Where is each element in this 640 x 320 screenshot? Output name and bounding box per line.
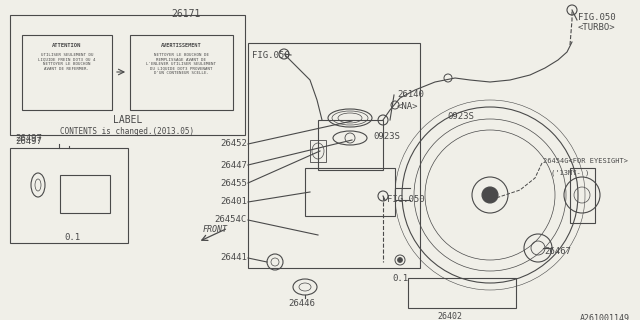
Text: 26452: 26452 — [220, 140, 247, 148]
Bar — [570, 168, 595, 223]
Text: UTILISER SEULEMENT DU
LIQUIDE FREIN DOT3 OU 4
NETTOYER LE BOUCHON
AVANT DE REFER: UTILISER SEULEMENT DU LIQUIDE FREIN DOT3… — [38, 53, 96, 71]
Text: 26497: 26497 — [15, 134, 42, 143]
Text: 26446: 26446 — [289, 299, 316, 308]
Text: 0923S: 0923S — [447, 112, 474, 121]
Text: 26401: 26401 — [220, 197, 247, 206]
Circle shape — [482, 187, 498, 203]
Text: 0.1: 0.1 — [64, 233, 80, 242]
Bar — [130, 35, 233, 110]
Bar — [318, 120, 383, 170]
Bar — [248, 43, 420, 268]
Text: <TURBO>: <TURBO> — [578, 23, 616, 33]
Text: FIG.050: FIG.050 — [578, 12, 616, 21]
Text: 0.1: 0.1 — [392, 274, 408, 283]
Text: FIG.050: FIG.050 — [252, 51, 290, 60]
Text: 26497: 26497 — [15, 137, 42, 146]
Text: A261001149: A261001149 — [580, 314, 630, 320]
Text: CONTENTS is changed.(2013.05): CONTENTS is changed.(2013.05) — [60, 127, 195, 136]
Text: 0923S: 0923S — [373, 132, 400, 141]
Bar — [10, 15, 245, 135]
Text: <NA>: <NA> — [397, 102, 419, 111]
Text: 26441: 26441 — [220, 253, 247, 262]
Text: 26455: 26455 — [220, 179, 247, 188]
Bar — [10, 148, 128, 243]
Bar — [22, 35, 112, 110]
Bar — [305, 168, 395, 216]
Bar — [60, 175, 110, 213]
Text: 26447: 26447 — [220, 161, 247, 170]
Bar — [310, 140, 326, 162]
Text: LABEL: LABEL — [113, 115, 142, 125]
Text: FIG.050: FIG.050 — [387, 196, 424, 204]
Text: AVERTISSEMENT: AVERTISSEMENT — [161, 43, 202, 48]
Text: 26402: 26402 — [438, 312, 463, 320]
Text: 26454G<FOR EYESIGHT>: 26454G<FOR EYESIGHT> — [543, 158, 628, 164]
Text: ATTENTION: ATTENTION — [52, 43, 82, 48]
Text: 26171: 26171 — [172, 9, 201, 19]
Text: 26454C: 26454C — [215, 215, 247, 225]
Text: 26140: 26140 — [397, 90, 424, 99]
Circle shape — [397, 258, 403, 262]
Bar — [408, 278, 516, 308]
Text: NETTOYER LE BOUCHON DE
REMPLISSAGE AVANT DE
L'ENLEVER UTILISER SEULEMENT
DU LIQU: NETTOYER LE BOUCHON DE REMPLISSAGE AVANT… — [147, 53, 216, 76]
Text: ('13MY- ): ('13MY- ) — [551, 170, 589, 177]
Text: FRONT: FRONT — [202, 225, 227, 234]
Text: 26467: 26467 — [544, 247, 571, 257]
